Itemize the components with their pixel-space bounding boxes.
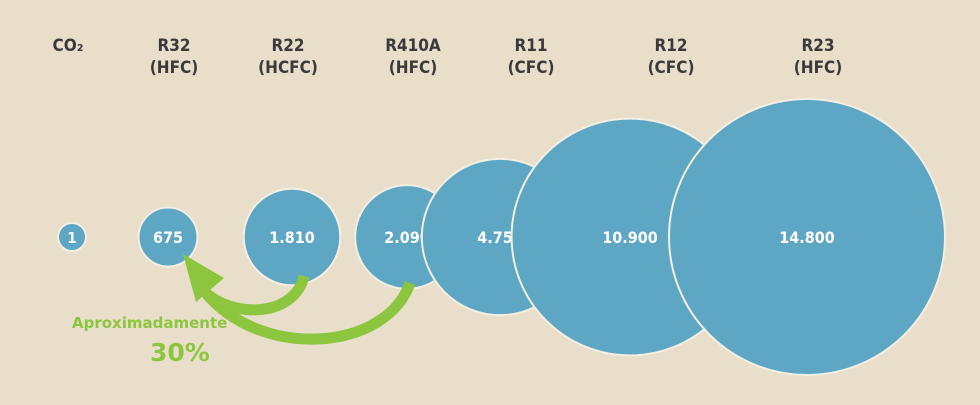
bubble-value-label: 2.090 (384, 228, 430, 247)
bubble-value-label: 675 (153, 228, 183, 247)
arrow-curve (200, 280, 416, 345)
refrigerant-name: CO₂ (52, 36, 84, 56)
bubble-co: 1 (57, 222, 87, 252)
category-label: R22 (HCFC) (258, 35, 318, 79)
annotation-text: Aproximadamente (72, 314, 228, 332)
refrigerant-type: (HFC) (388, 58, 438, 78)
bubble-r22: 1.810 (242, 187, 342, 287)
refrigerant-name: R32 (157, 36, 191, 56)
refrigerant-type: (HFC) (149, 58, 199, 78)
refrigerant-type: (HCFC) (258, 58, 318, 78)
refrigerant-type: (CFC) (507, 58, 555, 78)
category-label: CO₂ (53, 35, 84, 57)
arrow-head (183, 254, 224, 302)
bubble-circle (668, 98, 946, 376)
bubble-value-label: 1 (67, 229, 76, 247)
bubble-circle (57, 222, 87, 252)
refrigerant-name: R410A (385, 36, 441, 56)
bubble-circle (242, 187, 342, 287)
bubble-value-label: 10.900 (602, 228, 658, 247)
category-label: R32 (HFC) (150, 35, 198, 79)
category-label: R12 (CFC) (648, 35, 695, 79)
refrigerant-name: R23 (801, 36, 835, 56)
bubble-r32: 675 (137, 206, 199, 268)
annotation-value: 30% (150, 338, 210, 367)
refrigerant-name: R22 (271, 36, 305, 56)
bubble-value-label: 1.810 (269, 228, 315, 247)
category-label: R11 (CFC) (508, 35, 555, 79)
bubble-r23: 14.800 (668, 98, 946, 376)
refrigerant-type: (CFC) (647, 58, 695, 78)
category-label: R23 (HFC) (794, 35, 842, 79)
bubble-value-label: 14.800 (779, 228, 835, 247)
bubble-circle (137, 206, 199, 268)
refrigerant-name: R11 (514, 36, 548, 56)
category-label: R410A (HFC) (385, 35, 441, 79)
refrigerant-type: (HFC) (793, 58, 843, 78)
refrigerant-name: R12 (654, 36, 688, 56)
